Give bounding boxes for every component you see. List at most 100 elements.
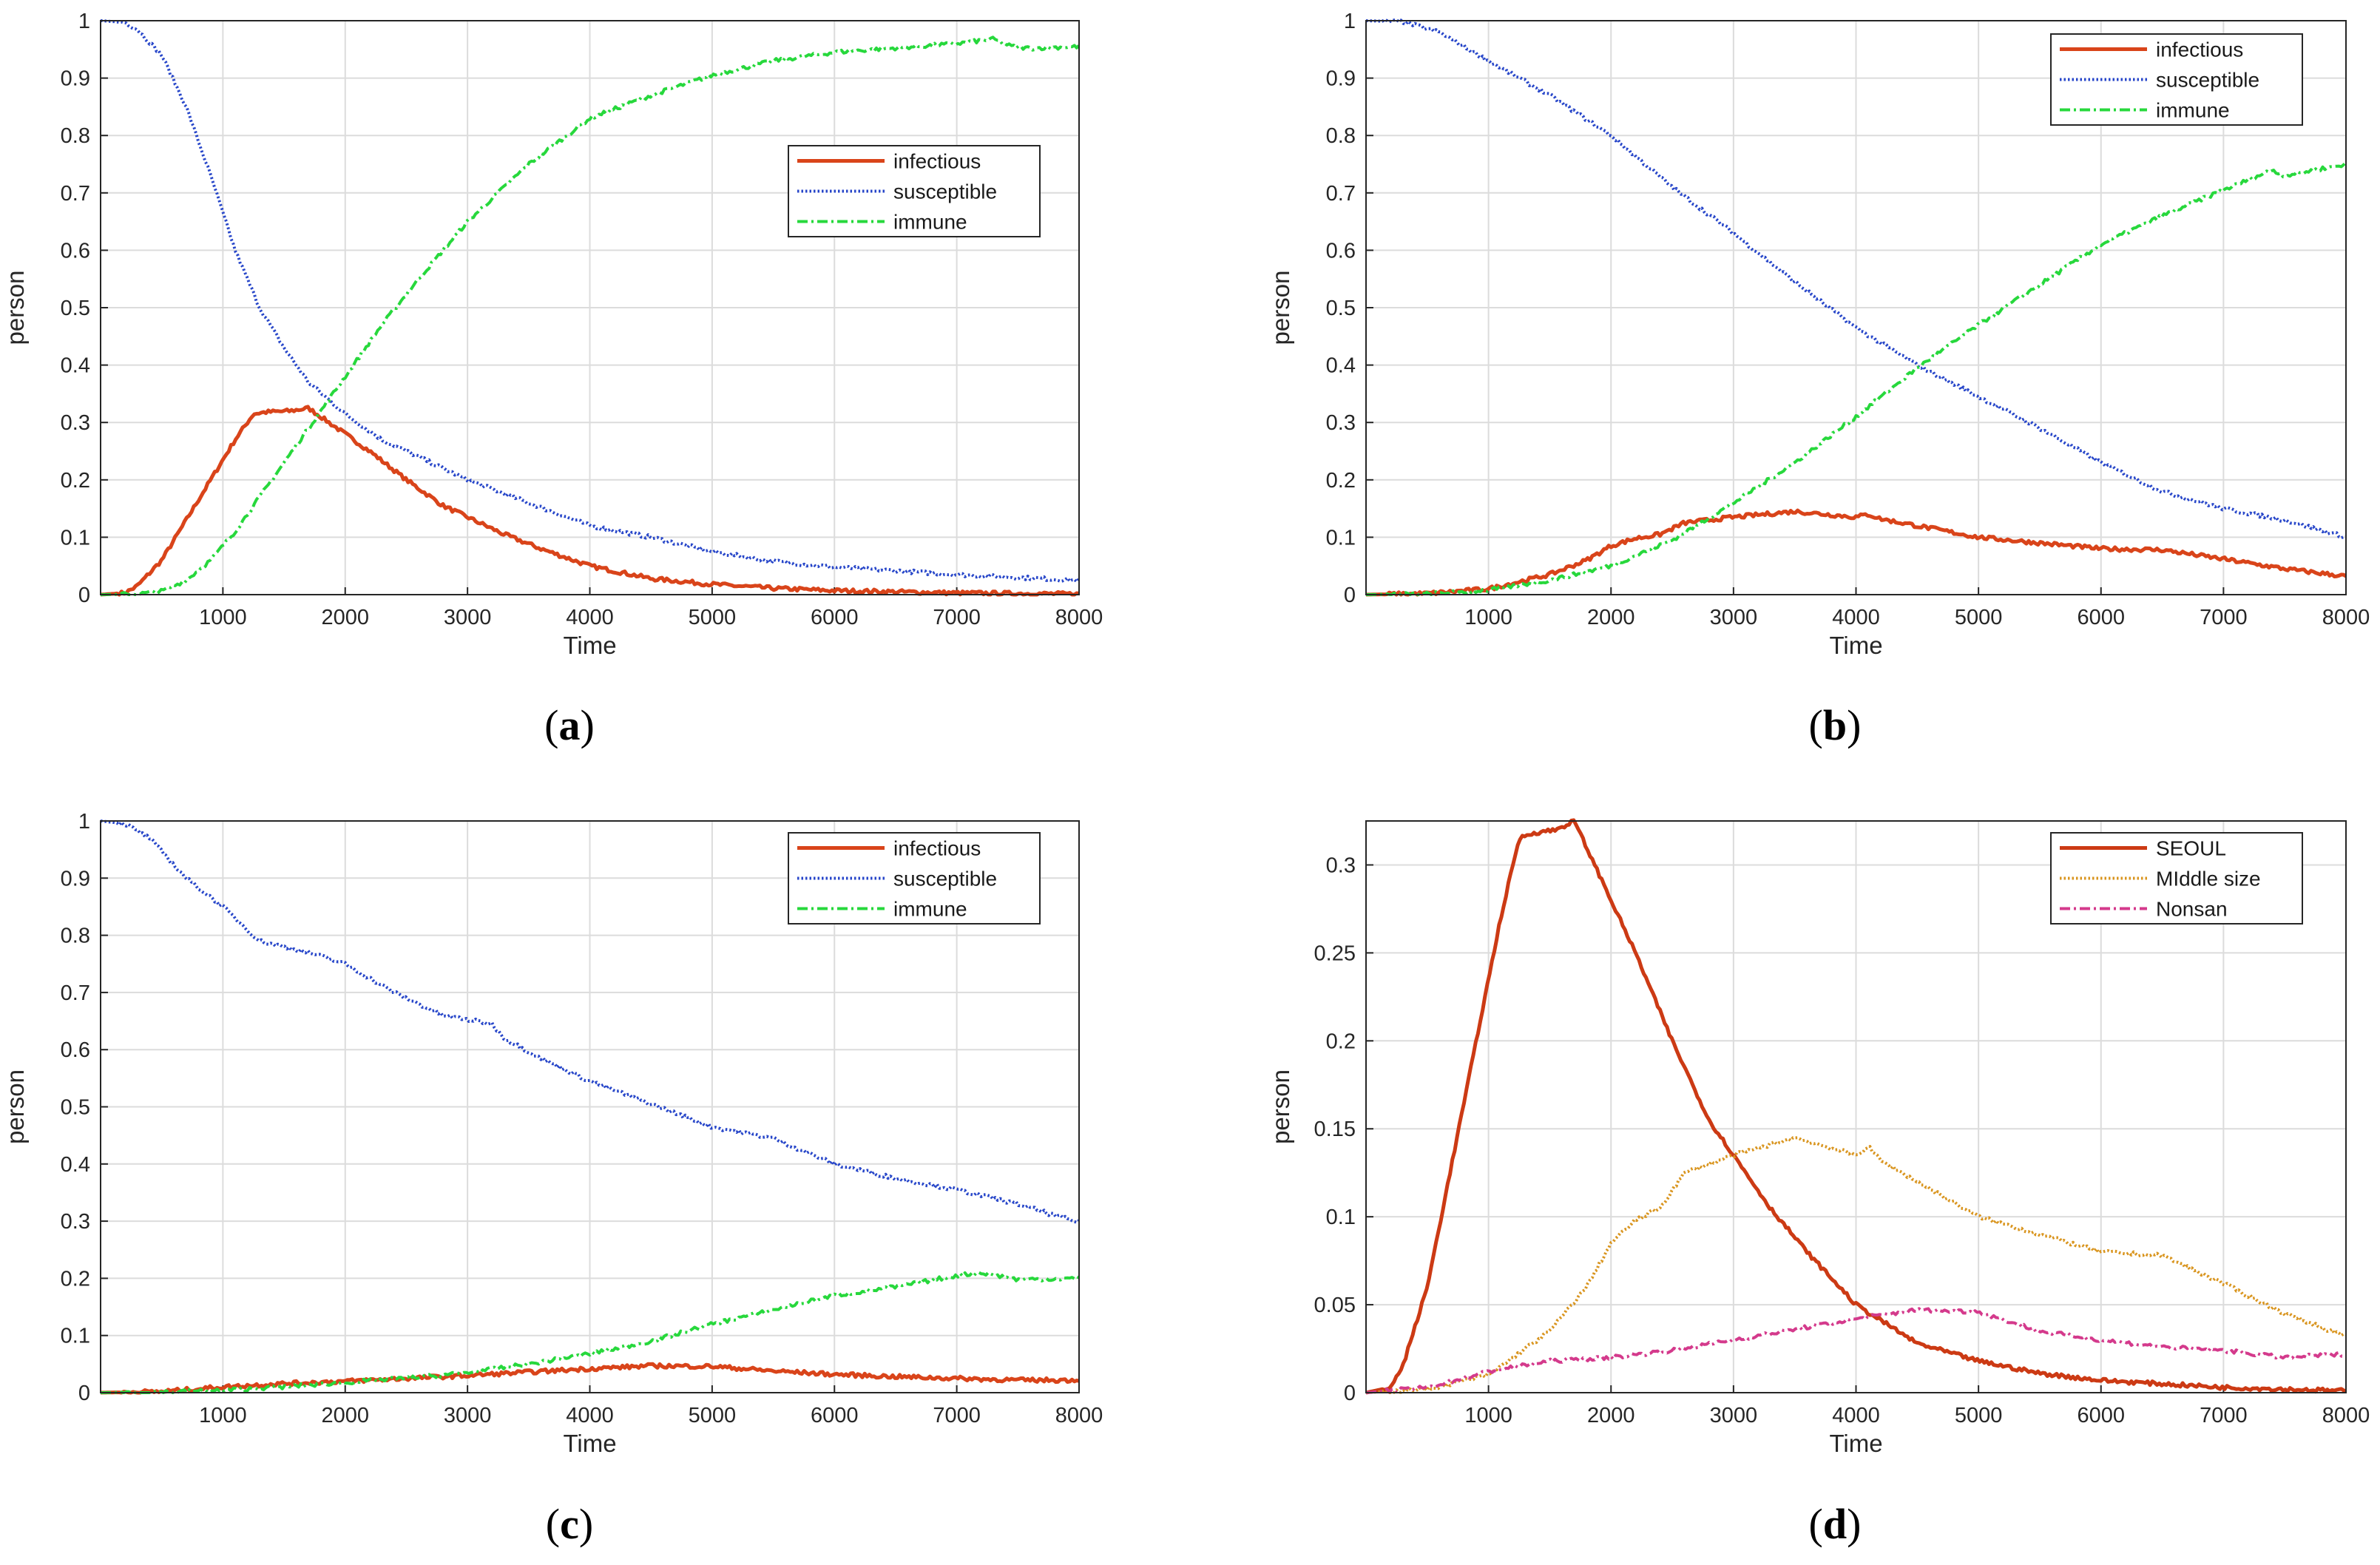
y-tick-label: 0.7 [1326,182,1356,206]
y-tick-label: 0.3 [61,411,90,435]
panel-caption: (b) [1809,701,1862,749]
series-line-infectious [100,405,1080,597]
y-tick-label: 0.4 [1326,354,1356,378]
legend: infectious susceptible immune [2050,33,2303,126]
legend-label: immune [893,898,967,921]
x-tick-label: 2000 [321,1404,369,1427]
series-line-immune [1366,161,2347,596]
y-tick-label: 0.2 [1326,1030,1356,1053]
y-tick-label: 0.8 [61,925,90,948]
x-tick-label: 8000 [1055,606,1103,629]
legend-label: infectious [893,837,981,860]
series-line-infectious [1365,508,2347,597]
legend-label: MIddle size [2156,868,2261,890]
y-tick-label: 0.7 [61,182,90,206]
x-axis-label: Time [563,1430,616,1457]
y-tick-label: 0 [1344,1382,1356,1405]
x-tick-label: 4000 [566,606,614,629]
y-axis-label: person [1267,1069,1294,1144]
x-tick-label: 6000 [2077,1404,2125,1427]
y-tick-label: 0.6 [61,239,90,263]
x-tick-label: 3000 [1710,1404,1758,1427]
y-tick-label: 0.4 [61,1153,90,1177]
chart-panel-c: 1000 2000 3000 4000 5000 6000 7000 8000 0 0.1 0.2 0… [1,810,1103,1548]
chart-panel-d: 1000 2000 3000 4000 5000 6000 7000 8000 0 0.05 0.1… [1267,818,2370,1548]
x-tick-label: 2000 [1587,1404,1635,1427]
y-tick-label: 1 [1344,10,1356,33]
legend-label: Nonsan [2156,898,2228,921]
panel-caption-letter: b [1823,701,1847,749]
x-tick-label: 1000 [199,606,247,629]
y-tick-label: 0.7 [61,981,90,1005]
legend: SEOUL MIddle size Nonsan [2050,832,2303,925]
legend-label: immune [893,211,967,234]
y-tick-label: 0.8 [1326,124,1356,148]
series-line-susceptible [100,19,1081,584]
y-tick-label: 0.3 [61,1210,90,1234]
series-line-nonsan [1365,1307,2347,1394]
y-tick-label: 0.6 [1326,239,1356,263]
x-tick-label: 3000 [444,1404,492,1427]
panel-caption-letter: c [560,1500,579,1548]
axes-frame [1365,20,2347,595]
series-line-seoul [1365,818,2347,1395]
chart-panel-a: 1000 2000 3000 4000 5000 6000 7000 8000 0 0.1 0.2 0… [1,10,1103,749]
series-line-immune [101,1271,1080,1394]
x-tick-label: 7000 [2200,1404,2248,1427]
y-tick-label: 0.5 [61,297,90,320]
series-line-susceptible [1365,18,2347,540]
y-tick-label: 0 [78,1382,90,1405]
y-tick-label: 0.8 [61,124,90,148]
x-tick-label: 5000 [689,606,737,629]
x-tick-label: 2000 [1587,606,1635,629]
x-tick-label: 7000 [933,606,981,629]
chart-panel-b: 1000 2000 3000 4000 5000 6000 7000 8000 0 0.1 0.2 0… [1267,10,2370,749]
y-tick-label: 0.25 [1314,942,1356,965]
x-tick-label: 2000 [321,606,369,629]
legend-label: immune [2156,99,2230,122]
y-tick-label: 0.3 [1326,854,1356,877]
panel-caption: (d) [1809,1500,1862,1548]
y-tick-label: 0.5 [61,1096,90,1120]
y-tick-label: 0.15 [1314,1118,1356,1141]
legend-label: susceptible [2156,69,2259,92]
y-tick-label: 0.9 [1326,67,1356,91]
legend-label: SEOUL [2156,837,2226,860]
x-tick-label: 1000 [1464,1404,1512,1427]
x-axis-label: Time [1829,1430,1882,1457]
x-tick-label: 4000 [566,1404,614,1427]
y-tick-label: 0.3 [1326,411,1356,435]
x-axis-label: Time [1829,632,1882,659]
panel-caption: (c) [546,1500,593,1548]
panel-caption-letter: a [559,701,581,749]
axes-frame [1365,820,2347,1393]
y-tick-label: 1 [78,10,90,33]
y-tick-label: 0.2 [61,469,90,493]
axes-frame [100,20,1080,595]
series-line-susceptible [100,819,1081,1224]
series-line-infectious [100,1362,1080,1395]
axes-frame [100,820,1080,1393]
x-tick-label: 6000 [2077,606,2125,629]
x-axis-label: Time [563,632,616,659]
legend: infectious susceptible immune [788,832,1041,925]
legend-label: infectious [2156,38,2243,61]
y-tick-label: 0.1 [1326,1206,1356,1229]
y-tick-label: 0.9 [61,867,90,890]
y-tick-label: 0.1 [61,1325,90,1348]
legend-label: susceptible [893,180,997,203]
y-tick-label: 0.05 [1314,1294,1356,1317]
y-tick-label: 0.5 [1326,297,1356,320]
x-tick-label: 1000 [199,1404,247,1427]
legend-label: infectious [893,150,981,173]
y-axis-label: person [1,271,29,345]
x-tick-label: 6000 [811,606,859,629]
y-tick-label: 0 [78,584,90,607]
x-tick-label: 4000 [1832,1404,1880,1427]
x-tick-label: 6000 [811,1404,859,1427]
x-tick-label: 5000 [1955,1404,2003,1427]
x-tick-label: 7000 [933,1404,981,1427]
x-tick-label: 7000 [2200,606,2248,629]
x-tick-label: 4000 [1832,606,1880,629]
